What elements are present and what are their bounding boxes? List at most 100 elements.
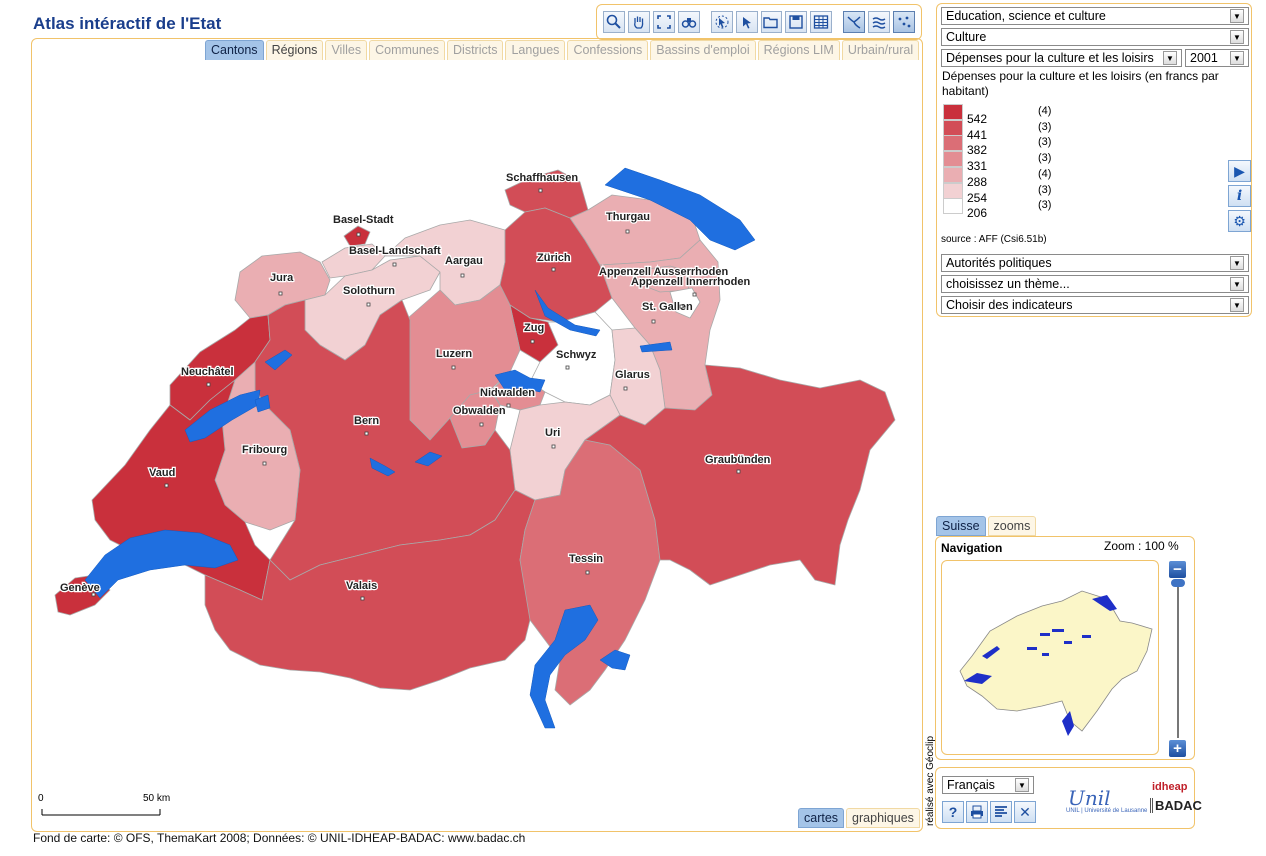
- map-toolbar: [596, 4, 922, 40]
- theme-select[interactable]: choisissez un thème... ▼: [941, 275, 1249, 293]
- canton-basel-landschaft[interactable]: [321, 243, 386, 279]
- tab-bassins-emploi[interactable]: Bassins d'emploi: [650, 40, 756, 60]
- tab-langues[interactable]: Langues: [505, 40, 566, 60]
- select-arrow-icon[interactable]: [710, 11, 733, 33]
- indicator-panel: [936, 3, 1252, 317]
- subdomain-select[interactable]: Culture ▼: [941, 28, 1249, 46]
- settings-panel: [935, 767, 1195, 829]
- tab-regions[interactable]: Régions: [265, 40, 324, 60]
- map-credits-footer: Fond de carte: © OFS, ThemaKart 2008; Do…: [33, 831, 526, 845]
- unil-logo-subtitle: UNIL | Université de Lausanne: [1066, 808, 1148, 814]
- tab-cantons[interactable]: Cantons: [205, 40, 264, 60]
- label-nidwalden: Nidwalden: [480, 387, 535, 399]
- chevron-down-icon: ▼: [1230, 298, 1244, 312]
- navigation-title: Navigation: [941, 541, 1003, 555]
- info-icon[interactable]: i: [1228, 185, 1251, 207]
- scale-bar: [41, 809, 161, 816]
- pan-hand-icon[interactable]: [627, 11, 650, 33]
- idheap-logo: idheap: [1152, 781, 1188, 793]
- year-select[interactable]: 2001 ▼: [1185, 49, 1249, 67]
- lakes-icon[interactable]: [868, 11, 891, 33]
- switzerland-choropleth-map[interactable]: Schaffhausen Basel-Stadt Basel-Landschaf…: [32, 60, 912, 740]
- tab-districts[interactable]: Districts: [447, 40, 504, 60]
- label-thurgau: Thurgau: [606, 211, 650, 223]
- legend-class-count: (3): [1038, 199, 1052, 211]
- play-icon[interactable]: ▶: [1228, 160, 1251, 182]
- settings-gear-icon[interactable]: ⚙: [1228, 210, 1251, 232]
- folder-open-icon[interactable]: [760, 11, 783, 33]
- label-st-gallen: St. Gallen: [642, 301, 693, 313]
- legend-class-count: (3): [1038, 136, 1052, 148]
- scale-start: 0: [38, 793, 44, 804]
- table-icon[interactable]: [810, 11, 833, 33]
- rivers-icon[interactable]: [843, 11, 866, 33]
- zoom-slider-handle[interactable]: [1171, 579, 1185, 587]
- legend-title: Dépenses pour la culture et les loisirs …: [942, 69, 1219, 98]
- data-source: source : AFF (Csi6.51b): [941, 234, 1047, 245]
- label-appenzell-innerrhoden: Appenzell Innerrhoden: [631, 276, 750, 288]
- lake-lucerne: [494, 369, 546, 393]
- lake-maggiore: [529, 604, 599, 729]
- zoom-slider-track[interactable]: [1177, 580, 1179, 738]
- app-title: Atlas intéractif de l'Etat: [33, 14, 222, 33]
- help-icon[interactable]: ?: [942, 801, 964, 823]
- zoom-icon[interactable]: [603, 11, 625, 33]
- label-luzern: Luzern: [436, 348, 472, 360]
- legend-swatch: [943, 183, 963, 199]
- authorities-select[interactable]: Autorités politiques ▼: [941, 254, 1249, 272]
- tab-villes[interactable]: Villes: [325, 40, 368, 60]
- label-tessin: Tessin: [569, 553, 603, 565]
- label-aargau: Aargau: [445, 255, 483, 267]
- zoom-out-icon[interactable]: −: [1169, 561, 1186, 578]
- badac-logo: BADAC: [1150, 798, 1202, 813]
- navigation-tabs: Suisse zooms: [936, 516, 1037, 536]
- legend-class-count: (3): [1038, 121, 1052, 133]
- map-panel: [31, 38, 923, 832]
- domain-select[interactable]: Education, science et culture ▼: [941, 7, 1249, 25]
- lake-biel: [264, 349, 293, 371]
- legend-class-value: 542: [967, 112, 988, 126]
- tab-zooms[interactable]: zooms: [987, 516, 1037, 536]
- zoom-in-icon[interactable]: +: [1169, 740, 1186, 757]
- tab-urbain-rural[interactable]: Urbain/rural: [841, 40, 920, 60]
- lake-murten: [254, 394, 271, 413]
- label-schwyz: Schwyz: [556, 349, 597, 361]
- label-solothurn: Solothurn: [343, 285, 395, 297]
- label-zug: Zug: [524, 322, 544, 334]
- close-icon[interactable]: ✕: [1014, 801, 1036, 823]
- legend-class-value: 441: [967, 128, 988, 142]
- legend-swatch: [943, 135, 963, 151]
- map-level-tabs: Cantons Régions Villes Communes District…: [205, 40, 920, 60]
- overview-minimap[interactable]: [941, 560, 1159, 755]
- legend-class-value: 331: [967, 159, 988, 173]
- print-icon[interactable]: [966, 801, 988, 823]
- navigation-panel: [935, 536, 1195, 760]
- select-arrow-icon[interactable]: [735, 11, 758, 33]
- chevron-down-icon: ▼: [1230, 256, 1244, 270]
- tab-communes[interactable]: Communes: [369, 40, 446, 60]
- tab-cartes[interactable]: cartes: [798, 808, 845, 828]
- save-disk-icon[interactable]: [785, 11, 808, 33]
- label-obwalden: Obwalden: [453, 405, 506, 417]
- tab-suisse[interactable]: Suisse: [936, 516, 986, 536]
- canton-graubunden[interactable]: [584, 364, 896, 586]
- full-extent-icon[interactable]: [652, 11, 675, 33]
- unil-logo: Unil: [1068, 786, 1111, 810]
- tab-graphiques[interactable]: graphiques: [846, 808, 920, 828]
- indicators-select[interactable]: Choisir des indicateurs ▼: [941, 296, 1249, 314]
- label-jura: Jura: [270, 272, 294, 284]
- tab-confessions[interactable]: Confessions: [567, 40, 649, 60]
- binoculars-icon[interactable]: [677, 11, 700, 33]
- label-neuchatel: Neuchâtel: [181, 366, 234, 378]
- label-valais: Valais: [346, 580, 377, 592]
- label-geneve: Genève: [60, 582, 100, 594]
- tab-regions-lim[interactable]: Régions LIM: [757, 40, 840, 60]
- legend-swatch: [943, 167, 963, 183]
- canton-appenzell-innerrhoden[interactable]: [669, 287, 701, 319]
- indicator-select[interactable]: Dépenses pour la culture et les loisirs ▼: [941, 49, 1182, 67]
- text-format-icon[interactable]: [990, 801, 1012, 823]
- language-select[interactable]: Français ▼: [942, 776, 1034, 794]
- points-icon[interactable]: [893, 11, 916, 33]
- legend-class-value: 382: [967, 143, 988, 157]
- legend-class-count: (3): [1038, 184, 1052, 196]
